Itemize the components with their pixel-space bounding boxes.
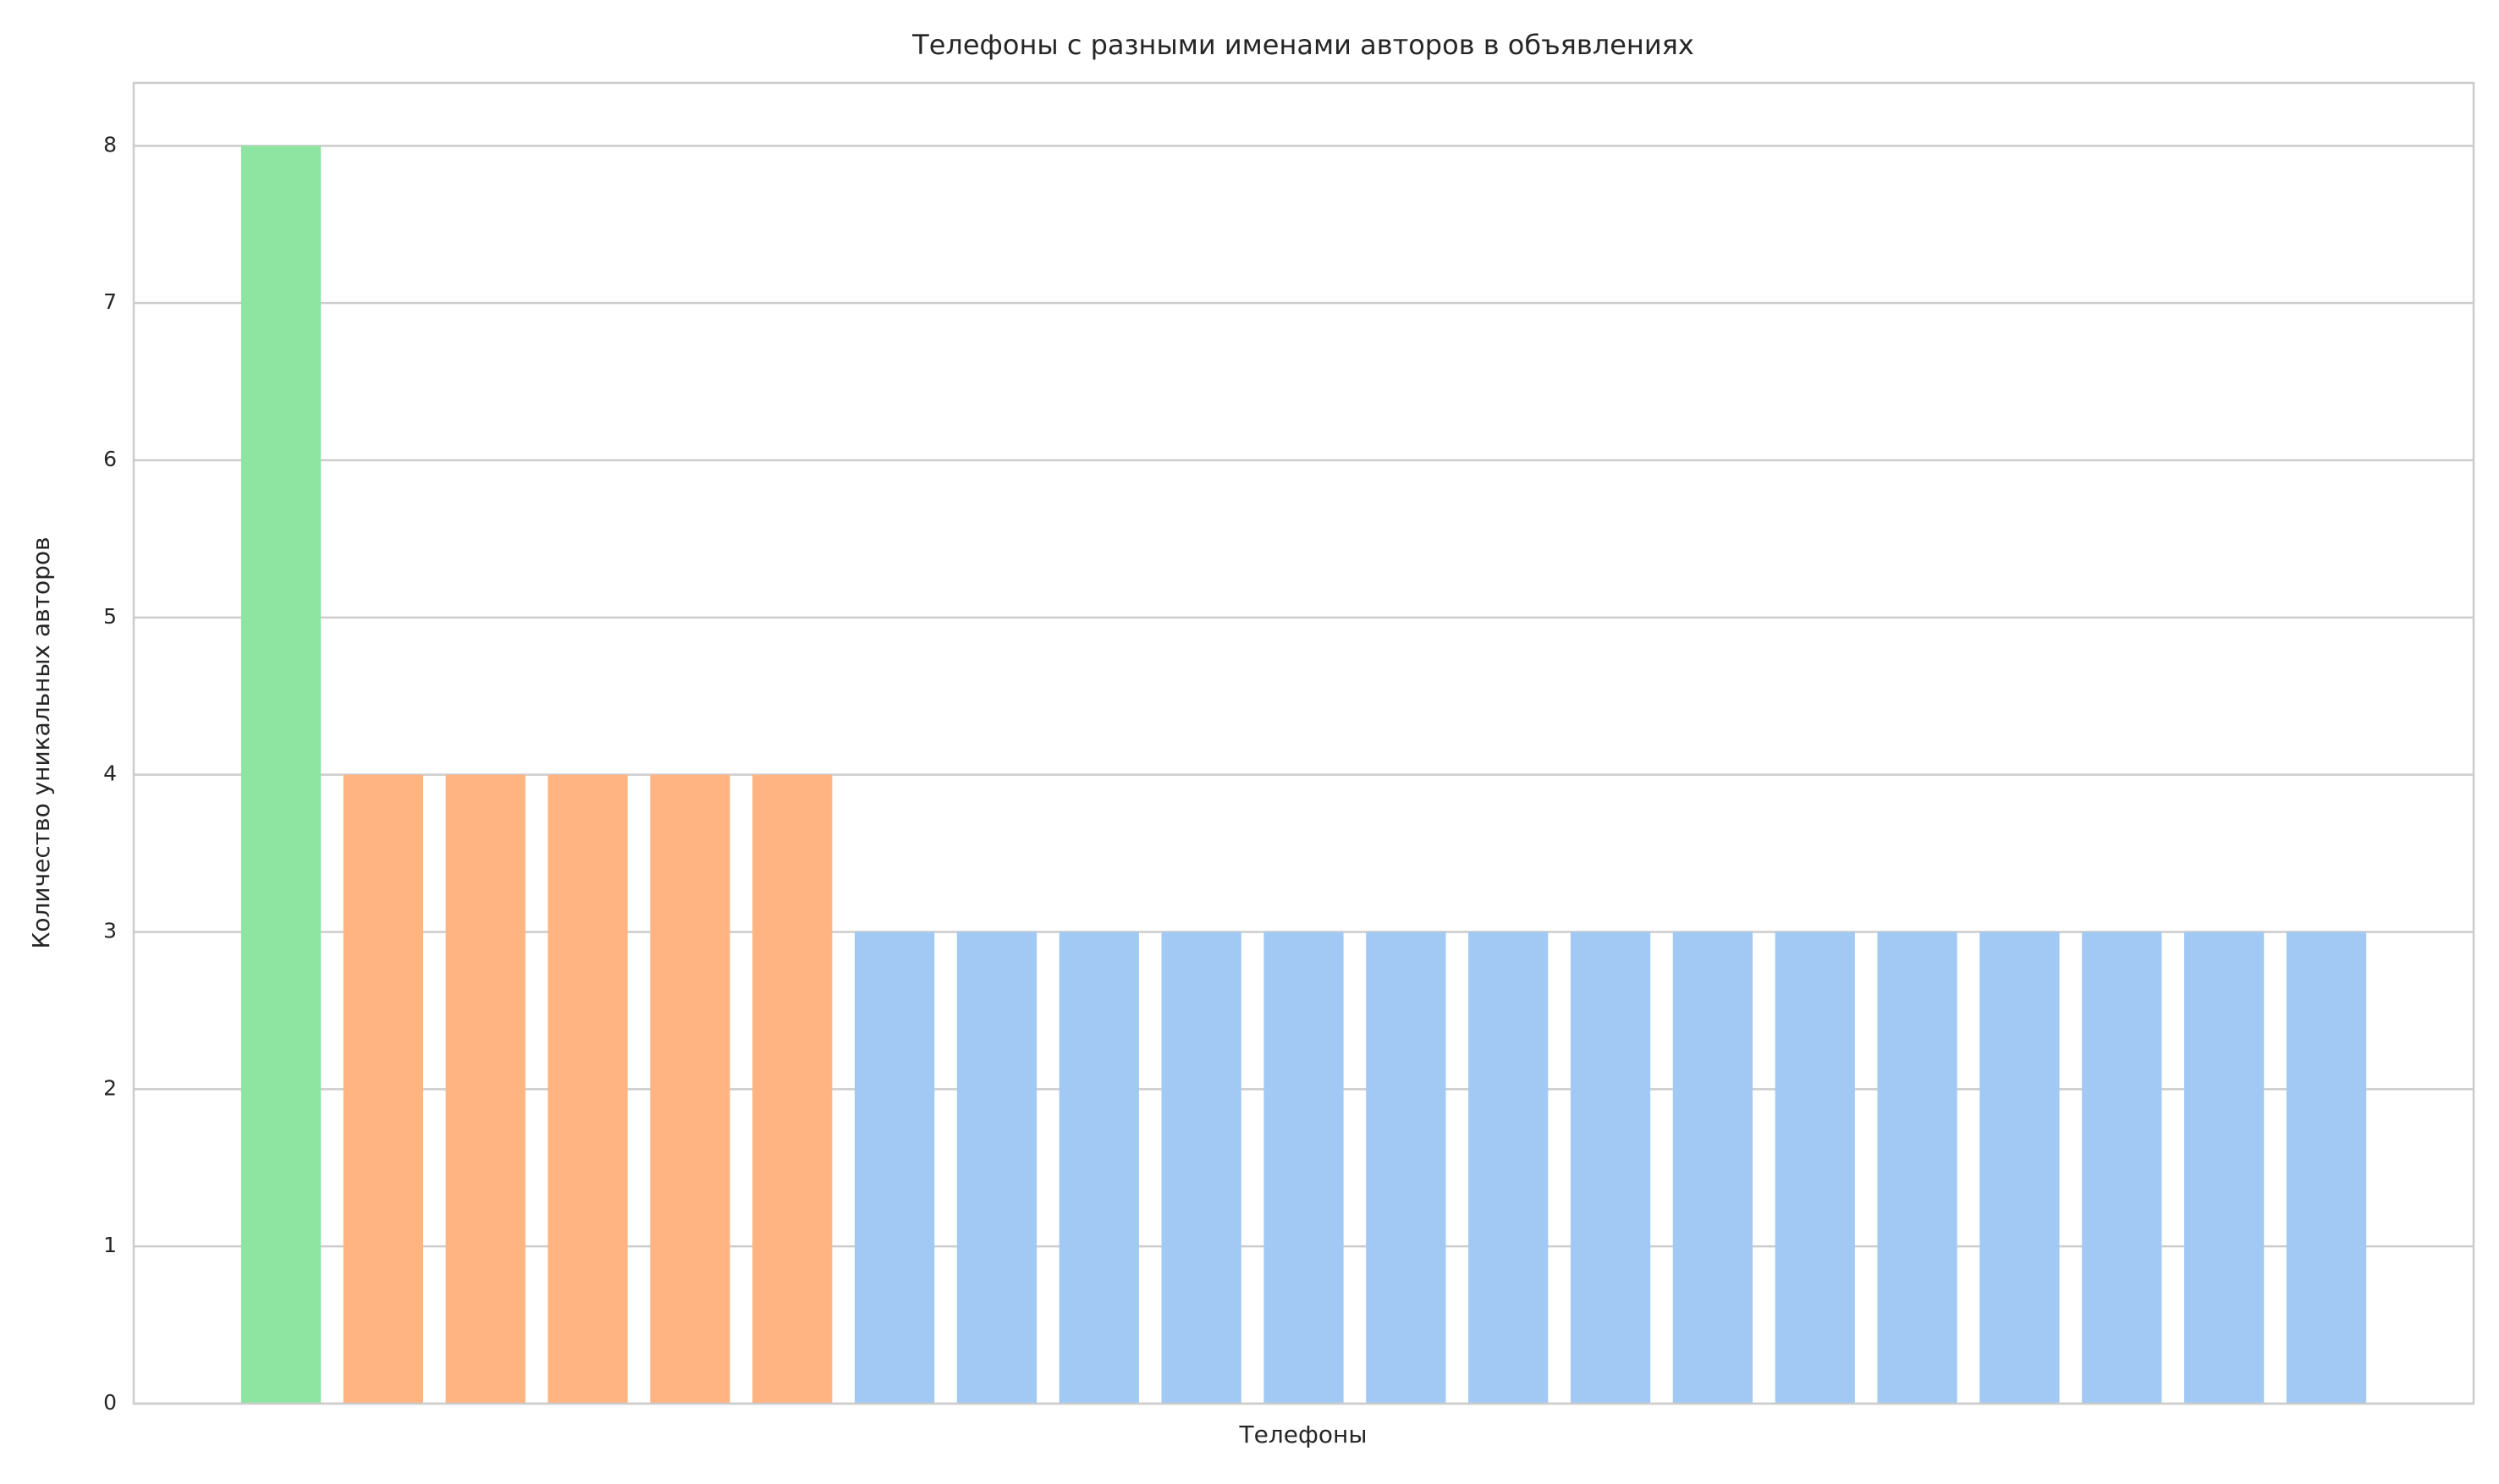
- x-axis-label: Телефоны: [1239, 1421, 1368, 1448]
- bar: [650, 774, 730, 1404]
- bar: [1570, 932, 1651, 1404]
- bars: [240, 146, 2367, 1404]
- bar: [752, 774, 833, 1404]
- bar: [1672, 932, 1753, 1404]
- y-axis-label: Количество уникальных авторов: [27, 536, 55, 948]
- y-tick-label: 7: [103, 289, 117, 314]
- bar: [1775, 932, 1855, 1404]
- bar: [2184, 932, 2265, 1404]
- bar: [956, 932, 1038, 1404]
- y-tick-label: 3: [103, 919, 117, 943]
- bar: [1263, 932, 1344, 1404]
- bar: [1468, 932, 1549, 1404]
- bar: [1161, 932, 1241, 1404]
- bar: [445, 774, 526, 1404]
- bar: [1366, 932, 1446, 1404]
- y-tick-label: 0: [103, 1390, 117, 1415]
- chart-title: Телефоны с разными именами авторов в объ…: [911, 29, 1694, 61]
- y-tick-label: 6: [103, 447, 117, 471]
- y-tick-label: 4: [103, 761, 117, 786]
- bar: [2286, 932, 2367, 1404]
- y-tick-label: 5: [103, 604, 117, 629]
- y-tick-label: 2: [103, 1075, 117, 1100]
- bar: [2082, 932, 2162, 1404]
- bar: [343, 774, 423, 1404]
- bar: [240, 146, 322, 1404]
- bar: [1877, 932, 1957, 1404]
- bar: [548, 774, 628, 1404]
- bar: [1059, 932, 1139, 1404]
- plot-frame: [132, 81, 2475, 1405]
- y-tick-label: 1: [103, 1233, 117, 1257]
- y-tick-label: 8: [103, 132, 117, 157]
- bar: [1979, 932, 2060, 1404]
- bar: [854, 932, 935, 1404]
